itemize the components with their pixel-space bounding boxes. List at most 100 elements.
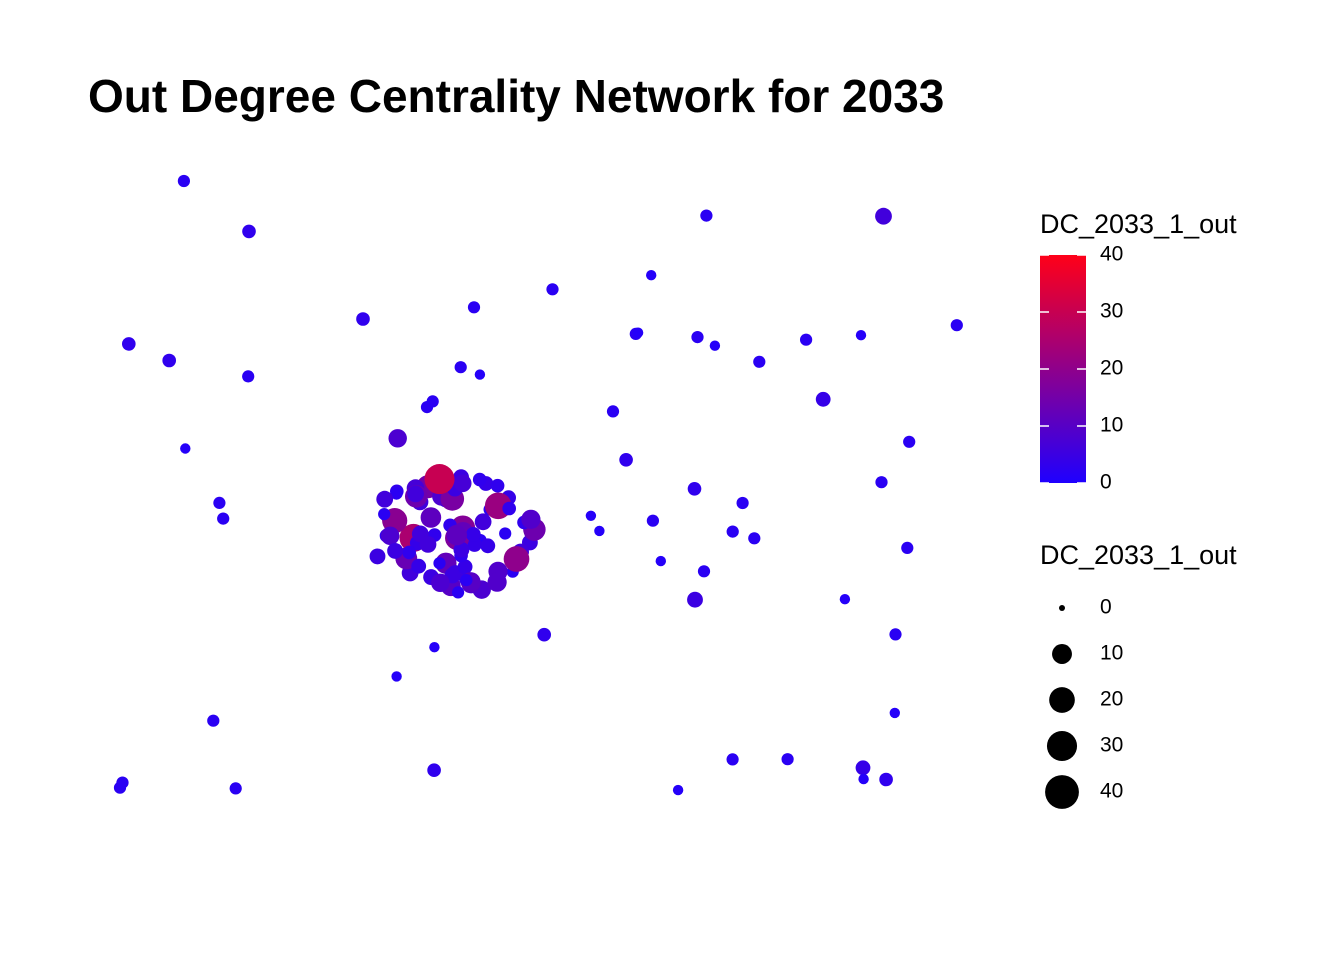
node[interactable] <box>901 541 914 555</box>
node[interactable] <box>726 753 739 766</box>
node[interactable] <box>474 513 492 531</box>
node[interactable] <box>431 573 450 593</box>
node[interactable] <box>655 555 666 567</box>
node[interactable] <box>229 782 242 795</box>
node[interactable] <box>889 628 902 641</box>
size-legend-title: DC_2033_1_out <box>1040 540 1237 570</box>
node[interactable] <box>424 464 455 495</box>
node[interactable] <box>537 627 552 642</box>
node[interactable] <box>453 474 472 493</box>
node[interactable] <box>465 527 481 542</box>
node[interactable] <box>451 586 465 599</box>
node[interactable] <box>433 557 446 570</box>
node[interactable] <box>950 319 963 332</box>
node[interactable] <box>499 527 512 540</box>
node[interactable] <box>380 526 400 546</box>
node[interactable] <box>207 714 220 727</box>
node[interactable] <box>594 525 605 537</box>
node[interactable] <box>242 370 255 383</box>
node[interactable] <box>457 559 473 575</box>
color-legend-title: DC_2033_1_out <box>1040 209 1237 239</box>
chart-title: Out Degree Centrality Network for 2033 <box>88 70 944 122</box>
node[interactable] <box>839 594 851 605</box>
node[interactable] <box>420 507 442 528</box>
size-key <box>1046 730 1078 762</box>
node[interactable] <box>419 536 437 553</box>
node[interactable] <box>446 524 467 546</box>
node[interactable] <box>402 545 417 560</box>
node[interactable] <box>875 476 888 489</box>
node[interactable] <box>855 760 871 776</box>
size-label: 10 <box>1100 642 1123 665</box>
node[interactable] <box>390 487 403 500</box>
color-tick-label: 0 <box>1100 471 1112 494</box>
node[interactable] <box>503 546 530 572</box>
node[interactable] <box>429 642 440 653</box>
node[interactable] <box>709 340 721 351</box>
node[interactable] <box>474 369 486 380</box>
node[interactable] <box>585 510 597 521</box>
size-key <box>1049 687 1075 713</box>
node[interactable] <box>691 330 704 344</box>
node[interactable] <box>700 209 713 222</box>
node[interactable] <box>753 355 766 368</box>
node[interactable] <box>180 443 191 454</box>
node[interactable] <box>427 763 441 778</box>
node[interactable] <box>736 496 749 510</box>
node[interactable] <box>454 361 467 374</box>
size-label: 20 <box>1100 688 1123 711</box>
node[interactable] <box>632 327 644 338</box>
node[interactable] <box>487 572 507 592</box>
node[interactable] <box>815 391 831 407</box>
node[interactable] <box>391 671 402 682</box>
node[interactable] <box>781 753 794 766</box>
node[interactable] <box>467 301 481 314</box>
node[interactable] <box>356 312 370 326</box>
node[interactable] <box>879 772 893 787</box>
node[interactable] <box>889 707 900 719</box>
node[interactable] <box>903 435 916 448</box>
node[interactable] <box>420 400 434 414</box>
node[interactable] <box>490 478 505 493</box>
node[interactable] <box>646 270 657 281</box>
size-label: 0 <box>1100 596 1112 619</box>
node[interactable] <box>697 565 711 578</box>
node[interactable] <box>407 485 424 503</box>
node[interactable] <box>855 330 867 341</box>
node[interactable] <box>121 337 136 351</box>
node[interactable] <box>480 538 496 554</box>
node[interactable] <box>875 207 892 225</box>
color-tick-label: 30 <box>1100 300 1123 323</box>
node[interactable] <box>213 496 226 510</box>
node[interactable] <box>748 532 761 545</box>
node[interactable] <box>217 512 230 525</box>
node[interactable] <box>619 452 633 467</box>
node[interactable] <box>177 174 191 188</box>
node[interactable] <box>799 333 813 346</box>
node[interactable] <box>162 353 177 368</box>
node[interactable] <box>726 525 739 538</box>
node[interactable] <box>242 224 256 239</box>
node[interactable] <box>646 514 660 527</box>
node[interactable] <box>453 541 470 558</box>
node[interactable] <box>388 429 407 448</box>
node[interactable] <box>460 573 473 587</box>
node[interactable] <box>687 481 702 496</box>
node[interactable] <box>378 507 391 521</box>
node[interactable] <box>858 773 869 785</box>
node[interactable] <box>502 501 517 516</box>
node[interactable] <box>472 472 487 487</box>
node[interactable] <box>521 509 541 529</box>
size-label: 30 <box>1100 734 1123 757</box>
node[interactable] <box>376 490 394 508</box>
size-key <box>1045 775 1079 809</box>
node[interactable] <box>672 784 684 796</box>
node[interactable] <box>387 542 404 559</box>
node[interactable] <box>606 405 620 418</box>
node[interactable] <box>369 548 386 565</box>
node[interactable] <box>116 776 129 789</box>
node[interactable] <box>687 591 703 608</box>
node[interactable] <box>546 283 559 296</box>
node[interactable] <box>411 558 427 574</box>
color-tick-label: 40 <box>1100 243 1123 266</box>
